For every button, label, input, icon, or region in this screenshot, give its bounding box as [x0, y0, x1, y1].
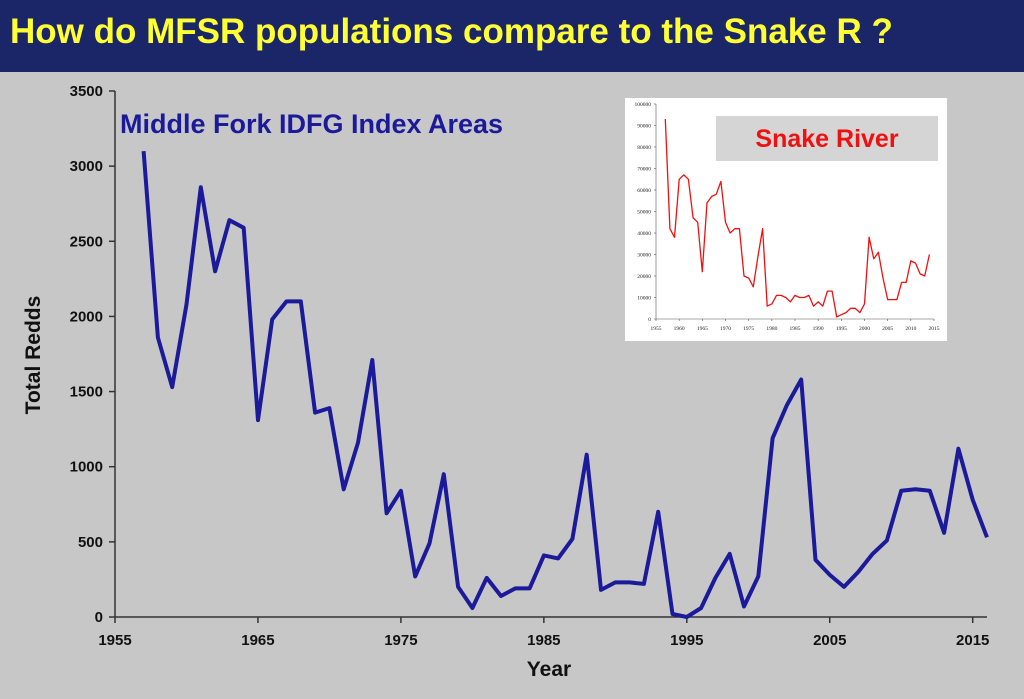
inset-axes: [654, 103, 935, 321]
main-x-tick-label: 1975: [384, 632, 417, 649]
inset-x-tick-label: 1975: [743, 326, 754, 332]
x-axis-title: Year: [527, 658, 571, 681]
main-y-tick-label: 3500: [70, 83, 103, 100]
snake-river-series-line: [664, 118, 931, 318]
inset-y-tick-label: 20000: [637, 274, 651, 280]
inset-chart-title: Snake River: [755, 125, 898, 153]
inset-y-tick-label: 60000: [637, 188, 651, 194]
main-x-tick-label: 1995: [670, 632, 703, 649]
main-x-tick-label: 1985: [527, 632, 560, 649]
inset-x-tick-label: 2005: [882, 326, 893, 332]
inset-x-tick-label: 1985: [790, 326, 801, 332]
inset-x-tick-label: 1980: [766, 326, 777, 332]
main-y-tick-label: 1500: [70, 384, 103, 401]
inset-x-tick-label: 1970: [720, 326, 731, 332]
inset-y-tick-label: 0: [648, 317, 651, 323]
main-tick-labels: 0 500 1000 1500 2000 2500 3000 3500 1955 1965 1975…: [70, 83, 990, 649]
main-x-tick-label: 2015: [956, 632, 989, 649]
inset-x-tick-label: 1960: [674, 326, 685, 332]
snake-river-inset: Snake River 0 10000 20000 30000 40000 50000 60…: [625, 98, 947, 341]
main-y-tick-label: 3000: [70, 158, 103, 175]
main-y-tick-label: 2500: [70, 233, 103, 250]
inset-y-tick-label: 90000: [637, 124, 651, 130]
inset-x-tick-label: 2010: [905, 326, 916, 332]
title-bar: How do MFSR populations compare to the S…: [0, 0, 1024, 72]
inset-x-tick-label: 1965: [697, 326, 708, 332]
inset-y-tick-label: 70000: [637, 167, 651, 173]
main-x-tick-label: 2005: [813, 632, 846, 649]
inset-y-tick-label: 100000: [635, 102, 652, 108]
main-y-tick-label: 2000: [70, 308, 103, 325]
main-y-tick-label: 500: [78, 534, 103, 551]
inset-y-tick-label: 40000: [637, 231, 651, 237]
inset-y-tick-label: 50000: [637, 210, 651, 216]
main-axes: [109, 90, 987, 623]
slide-title: How do MFSR populations compare to the S…: [10, 12, 893, 51]
inset-x-tick-label: 1955: [651, 326, 662, 332]
inset-x-tick-label: 1995: [836, 326, 847, 332]
main-y-tick-label: 1000: [70, 459, 103, 476]
main-x-tick-label: 1955: [98, 632, 131, 649]
main-x-tick-label: 1965: [241, 632, 274, 649]
inset-y-tick-label: 30000: [637, 253, 651, 259]
inset-y-tick-label: 10000: [637, 296, 651, 302]
inset-x-tick-label: 2015: [929, 326, 940, 332]
inset-label-box: [716, 116, 938, 161]
main-chart-title: Middle Fork IDFG Index Areas: [120, 109, 503, 139]
inset-x-tick-label: 2000: [859, 326, 870, 332]
inset-x-tick-label: 1990: [813, 326, 824, 332]
y-axis-title: Total Redds: [22, 296, 45, 415]
inset-tick-labels: 0 10000 20000 30000 40000 50000 60000 70000 8000…: [635, 102, 940, 332]
inset-y-tick-label: 80000: [637, 145, 651, 151]
main-y-tick-label: 0: [95, 609, 103, 626]
middle-fork-series-line: [141, 150, 989, 619]
